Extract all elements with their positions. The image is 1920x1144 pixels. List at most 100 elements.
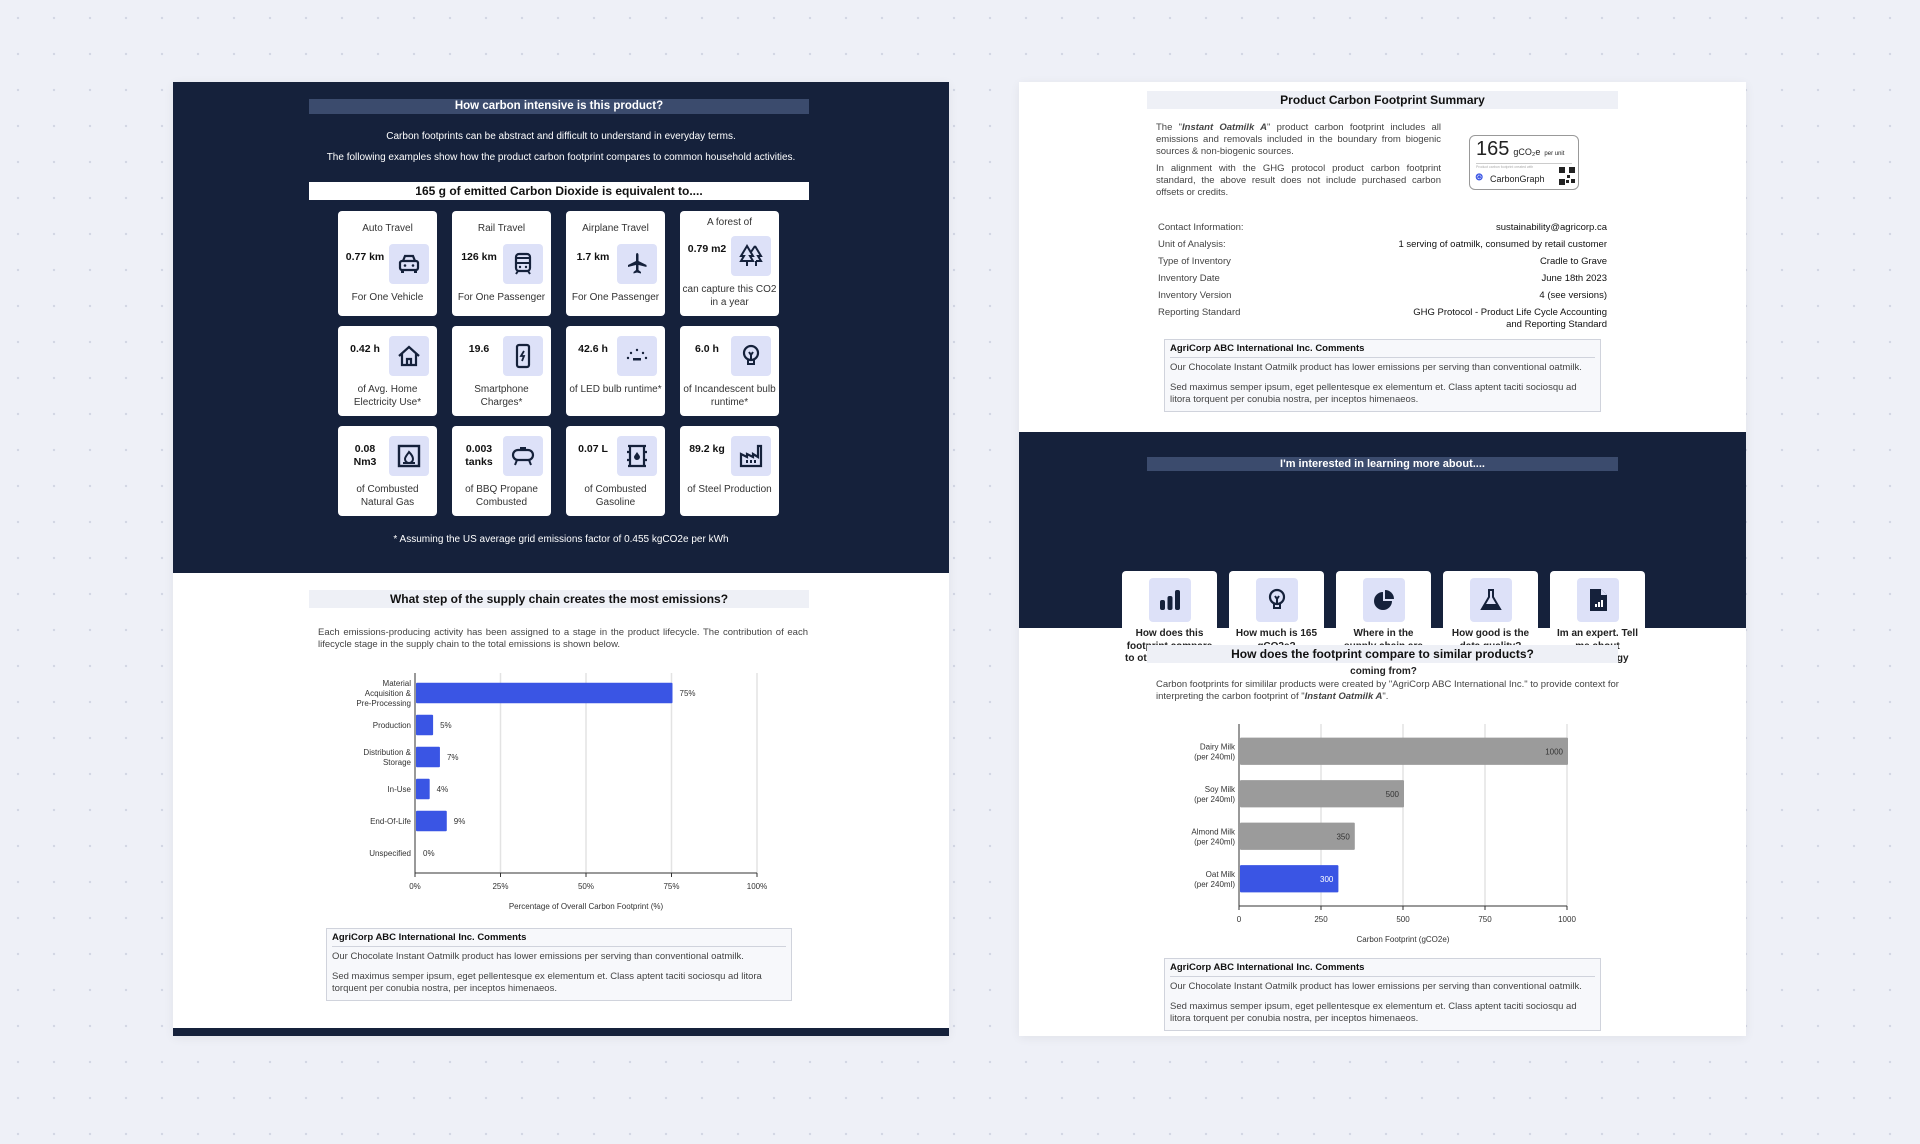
card-caption: can capture this CO2 in a year	[682, 284, 777, 308]
card-value: 0.08 Nm3	[353, 443, 377, 468]
card-heading: Auto Travel	[362, 223, 413, 234]
icon-box	[731, 436, 771, 476]
icon-box	[617, 436, 657, 476]
learn-more-card[interactable]: How does this footprint compare to other…	[1122, 571, 1217, 684]
learn-more-card[interactable]: Where in the supply chain are these emis…	[1336, 571, 1431, 684]
qr-code-icon	[1559, 167, 1575, 185]
equivalence-card: A forest of 0.79 m2 can capture this CO2 i…	[680, 211, 779, 316]
card-value: 0.003 tanks	[465, 443, 493, 468]
comments-box: AgriCorp ABC International Inc. Comments…	[326, 928, 792, 1001]
trees-icon	[739, 244, 763, 266]
supply-chain-title: What step of the supply chain creates th…	[309, 590, 809, 608]
info-label: Unit of Analysis:	[1158, 239, 1226, 250]
icon-box	[1469, 578, 1512, 622]
category-label: End-Of-Life	[370, 817, 411, 826]
category-label: Oat Milk	[1206, 870, 1236, 879]
icon-box	[1255, 578, 1298, 622]
data-label: 0%	[423, 849, 435, 858]
comment-text: Our Chocolate Instant Oatmilk product ha…	[332, 951, 744, 962]
house-icon	[398, 345, 420, 367]
card-value: 0.07 L	[578, 443, 608, 455]
bar	[416, 778, 430, 800]
info-value[interactable]: 4 (see versions)	[1539, 290, 1607, 301]
learn-more-card[interactable]: How much is 165 gCO2e?	[1229, 571, 1324, 684]
bar	[416, 746, 440, 768]
data-label: 75%	[680, 689, 696, 698]
equivalence-card: 0.42 h of Avg. Home Electricity Use*	[338, 326, 437, 416]
icon-box	[1148, 578, 1191, 622]
card-caption: For One Vehicle	[351, 292, 424, 303]
category-label: Production	[373, 721, 411, 730]
card-value: 6.0 h	[695, 343, 719, 355]
summary-title: Product Carbon Footprint Summary	[1147, 91, 1618, 109]
card-caption: of LED bulb runtime*	[569, 384, 662, 395]
icon-box	[503, 336, 543, 376]
icon-box	[389, 336, 429, 376]
lightbulb-icon	[1268, 588, 1285, 609]
comments-box: AgriCorp ABC International Inc. Comments…	[1164, 958, 1601, 1031]
card-value: 0.42 h	[350, 343, 380, 355]
badge-caption: Product carbon footprint created with	[1476, 165, 1534, 169]
card-caption: For One Passenger	[457, 292, 546, 303]
info-label: Type of Inventory	[1158, 256, 1231, 267]
smartphone-icon	[515, 343, 531, 369]
product-name: Instant Oatmilk A	[1182, 122, 1267, 133]
card-caption: of Incandescent bulb runtime*	[683, 384, 776, 408]
lightbulb-icon	[742, 344, 760, 365]
icon-box	[1362, 578, 1405, 622]
data-label: 4%	[437, 785, 449, 794]
info-value: June 18th 2023	[1541, 273, 1607, 284]
learn-more-card[interactable]: Im an expert. Tell me about Methodology	[1550, 571, 1645, 684]
category-label: (per 240ml)	[1194, 837, 1235, 846]
badge-value: 165	[1476, 138, 1510, 160]
train-icon	[514, 252, 532, 275]
category-label: Almond Milk	[1191, 827, 1236, 836]
car-icon	[398, 254, 420, 273]
data-label: 350	[1336, 832, 1350, 841]
airplane-icon	[628, 253, 647, 274]
comment-text: Our Chocolate Instant Oatmilk product ha…	[1170, 981, 1582, 992]
info-label: Reporting Standard	[1158, 307, 1241, 318]
text: Carbon footprints for simililar products…	[1156, 679, 1619, 702]
document-chart-icon	[1589, 589, 1607, 611]
info-value[interactable]: sustainability@agricorp.ca	[1495, 222, 1607, 233]
info-value: GHG Protocol - Product Life Cycle Accoun…	[1413, 307, 1607, 330]
icon-box	[617, 336, 657, 376]
data-label: 500	[1386, 790, 1400, 799]
card-heading: Airplane Travel	[582, 223, 649, 234]
footnote: * Assuming the US average grid emissions…	[393, 534, 729, 545]
info-label: Inventory Date	[1158, 273, 1220, 284]
compare-title: How does the footprint compare to simila…	[1147, 645, 1618, 663]
bar	[1240, 822, 1355, 850]
info-value: Cradle to Grave	[1539, 256, 1607, 267]
category-label: Material	[383, 679, 412, 688]
oil-barrel-icon	[627, 444, 647, 468]
factory-icon	[739, 444, 763, 468]
equivalence-card: Auto Travel 0.77 km For One Vehicle	[338, 211, 437, 316]
data-label: 300	[1320, 875, 1334, 884]
card-heading: A forest of	[706, 217, 753, 228]
category-label: In-Use	[387, 785, 411, 794]
card-value: 1.7 km	[576, 251, 610, 263]
intro-text: Carbon footprints can be abstract and di…	[386, 131, 736, 142]
category-label: Dairy Milk	[1200, 742, 1236, 751]
learn-more-card[interactable]: How good is the data quality?	[1443, 571, 1538, 684]
x-tick-label: 100%	[747, 882, 767, 891]
learn-more-title: I'm interested in learning more about...…	[1147, 457, 1618, 471]
data-label: 9%	[454, 817, 466, 826]
card-caption: of BBQ Propane Combusted	[465, 484, 538, 508]
x-tick-label: 500	[1396, 915, 1410, 924]
card-value: 42.6 h	[578, 343, 608, 355]
data-label: 1000	[1545, 747, 1563, 756]
right-report-page: Product Carbon Footprint Summary The "In…	[1019, 82, 1746, 1036]
equivalence-title: 165 g of emitted Carbon Dioxide is equiv…	[309, 182, 809, 200]
x-tick-label: 0%	[409, 882, 421, 891]
card-value: 19.6	[468, 343, 490, 355]
x-tick-label: 50%	[578, 882, 594, 891]
intensity-section: How carbon intensive is this product? Ca…	[173, 82, 949, 573]
card-caption: For One Passenger	[571, 292, 660, 303]
icon-box	[1576, 578, 1619, 622]
carbon-label-badge[interactable]: 165 gCO₂e per unit Product carbon footpr…	[1469, 135, 1579, 190]
comments-title: AgriCorp ABC International Inc. Comments	[1170, 962, 1595, 977]
card-caption: of Avg. Home Electricity Use*	[353, 384, 422, 408]
